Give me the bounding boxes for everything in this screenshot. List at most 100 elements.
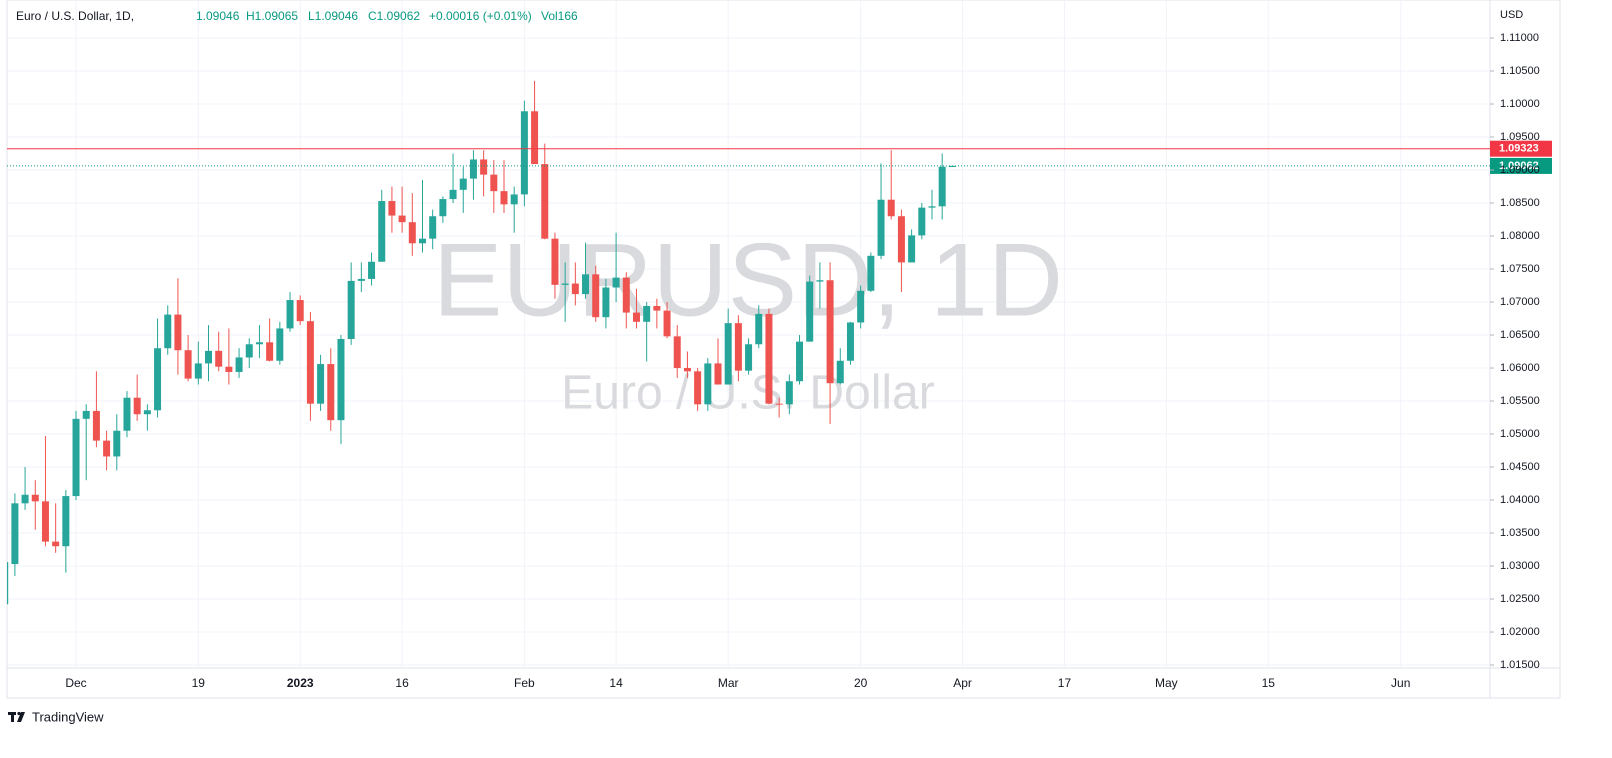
candle-body — [531, 111, 539, 165]
x-tick-label: Feb — [514, 676, 535, 690]
candle-body — [31, 494, 39, 502]
x-tick-label: 16 — [395, 676, 409, 690]
candle-body — [490, 174, 498, 192]
candle-body — [52, 541, 60, 547]
brand: TradingView — [32, 709, 104, 724]
candle-body — [276, 328, 284, 361]
candle-body — [154, 348, 162, 411]
candle-body — [612, 277, 620, 288]
y-tick-label: 1.06500 — [1500, 329, 1540, 341]
candle-body — [317, 364, 325, 404]
candle-body — [469, 159, 477, 179]
candle-body — [592, 274, 600, 318]
candle-body — [184, 350, 192, 379]
x-tick-label: 15 — [1262, 676, 1276, 690]
candle-body — [306, 321, 314, 404]
candle-body — [734, 323, 742, 371]
candle-body — [582, 274, 590, 295]
candle-body — [337, 338, 345, 421]
x-tick-label: Jun — [1391, 676, 1410, 690]
candle-body — [449, 189, 457, 200]
candle-body — [571, 283, 579, 295]
candle-body — [785, 381, 793, 405]
y-tick-label: 1.03000 — [1500, 560, 1540, 572]
candle-body — [643, 305, 651, 322]
candle-body — [897, 216, 905, 263]
y-tick-label: 1.05000 — [1500, 428, 1540, 440]
horizontal-line-label: 1.09323 — [1499, 143, 1539, 155]
candle-body — [286, 300, 294, 329]
x-tick-label: 14 — [609, 676, 623, 690]
candle-body — [82, 410, 90, 419]
candle-body — [113, 430, 121, 457]
y-tick-label: 1.04000 — [1500, 494, 1540, 506]
y-tick-label: 1.09000 — [1500, 164, 1540, 176]
legend-volume: Vol166 — [541, 9, 578, 23]
y-tick-label: 1.03500 — [1500, 527, 1540, 539]
price-tag — [1490, 157, 1552, 174]
frame — [6, 0, 1561, 699]
candle-body — [541, 164, 549, 239]
candle-body — [520, 111, 528, 195]
candle-body — [938, 166, 946, 207]
candle-body — [694, 371, 702, 405]
candle-body — [714, 363, 722, 385]
candle-body — [653, 305, 661, 311]
y-tick-label: 1.07000 — [1500, 296, 1540, 308]
candle-body — [928, 206, 936, 208]
x-tick-label: 2023 — [287, 676, 314, 690]
candle-body — [418, 238, 426, 244]
candle-body — [327, 364, 335, 421]
candle-body — [266, 342, 274, 361]
x-tick-label: Mar — [718, 676, 739, 690]
candle-body — [500, 191, 508, 205]
candle-body — [347, 280, 355, 339]
symbol-title: Euro / U.S. Dollar, 1D, — [16, 9, 134, 23]
candle-body — [398, 215, 406, 223]
candle-body — [123, 397, 131, 431]
legend-change: +0.00016 (+0.01%) — [429, 9, 532, 23]
candle-body — [225, 366, 233, 372]
candle-body — [388, 201, 396, 216]
y-tick-label: 1.08000 — [1500, 230, 1540, 242]
candle-body — [164, 314, 172, 349]
candle-body — [663, 310, 671, 337]
candle-body — [235, 357, 243, 372]
x-tick-label: Dec — [65, 676, 86, 690]
candle-body — [41, 501, 49, 542]
candle-body — [429, 216, 437, 239]
candle-body — [796, 341, 804, 382]
y-tick-label: 1.02000 — [1500, 626, 1540, 638]
candle-body — [877, 199, 885, 256]
candle-body — [775, 403, 783, 405]
candle-body — [408, 222, 416, 244]
candle-body — [215, 350, 223, 367]
candle-body — [806, 281, 814, 342]
y-tick-label: 1.02500 — [1500, 593, 1540, 605]
y-tick-label: 1.05500 — [1500, 395, 1540, 407]
candle-body — [11, 503, 19, 565]
y-tick-label: 1.06000 — [1500, 362, 1540, 374]
y-tick-label: 1.07500 — [1500, 263, 1540, 275]
candle-body — [745, 344, 753, 371]
y-tick-label: 1.11000 — [1500, 32, 1539, 44]
candle-body — [602, 287, 610, 318]
x-tick-label: 17 — [1058, 676, 1072, 690]
candle-body — [378, 201, 386, 262]
candle-body — [368, 261, 376, 279]
watermark: EURUSD, 1D — [433, 222, 1063, 338]
currency-label: USD — [1500, 9, 1523, 21]
candle-body — [918, 207, 926, 236]
candle-body — [62, 496, 70, 547]
legend-close: C1.09062 — [368, 9, 420, 23]
candle-body — [765, 313, 773, 404]
candles — [7, 80, 956, 605]
candle-body — [836, 360, 844, 384]
candle-body — [143, 410, 151, 415]
horizontal-line-tag — [1490, 140, 1552, 157]
candle-body — [205, 350, 212, 364]
candle-body — [255, 342, 263, 345]
y-tick-label: 1.09500 — [1500, 131, 1540, 143]
candle-body — [92, 410, 100, 441]
